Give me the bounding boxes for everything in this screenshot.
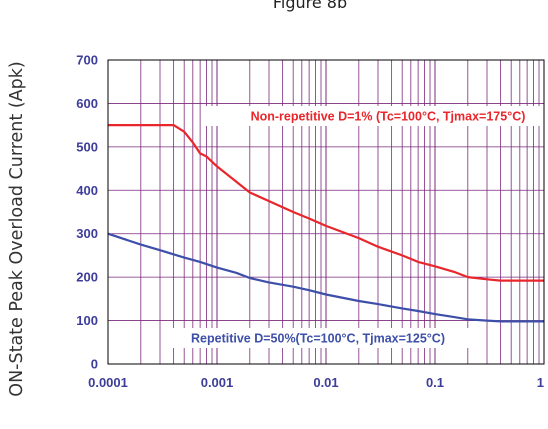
chart-title: Figure 8b xyxy=(273,0,347,12)
x-tick-label: 0.001 xyxy=(201,375,234,390)
y-axis-label: ON-State Peak Overload Current (Apk) xyxy=(7,61,27,396)
series-line-1 xyxy=(108,123,544,282)
annotation-label: Non-repetitive D=1% (Tc=100°C, Tjmax=175… xyxy=(251,110,526,124)
plot-border xyxy=(107,59,545,365)
x-tick-label: 1 xyxy=(537,375,544,390)
tick-labels: 0 100 200 300 400 500 600 700 0.0001 0.001 0.01 0.1… xyxy=(76,53,544,391)
y-tick-label: 300 xyxy=(76,226,98,241)
y-tick-label: 500 xyxy=(76,139,98,154)
y-tick-label: 700 xyxy=(76,53,98,68)
annotation-background xyxy=(205,106,548,126)
x-tick-label: 0.01 xyxy=(313,375,338,390)
y-tick-label: 600 xyxy=(76,96,98,111)
annotation-background xyxy=(165,328,471,348)
y-tick-label: 100 xyxy=(76,313,98,328)
y-tick-label: 400 xyxy=(76,183,98,198)
annotation-label: Repetitive D=50%(Tc=100°C, Tjmax=125°C) xyxy=(191,332,445,346)
y-tick-label: 0 xyxy=(91,357,98,372)
y-tick-label: 200 xyxy=(76,270,98,285)
x-tick-label: 0.1 xyxy=(426,375,444,390)
x-tick-label: 0.0001 xyxy=(88,375,128,390)
annotations: Non-repetitive D=1% (Tc=100°C, Tjmax=175… xyxy=(165,106,548,348)
series-lines xyxy=(107,123,544,323)
series-line-2 xyxy=(107,232,544,323)
